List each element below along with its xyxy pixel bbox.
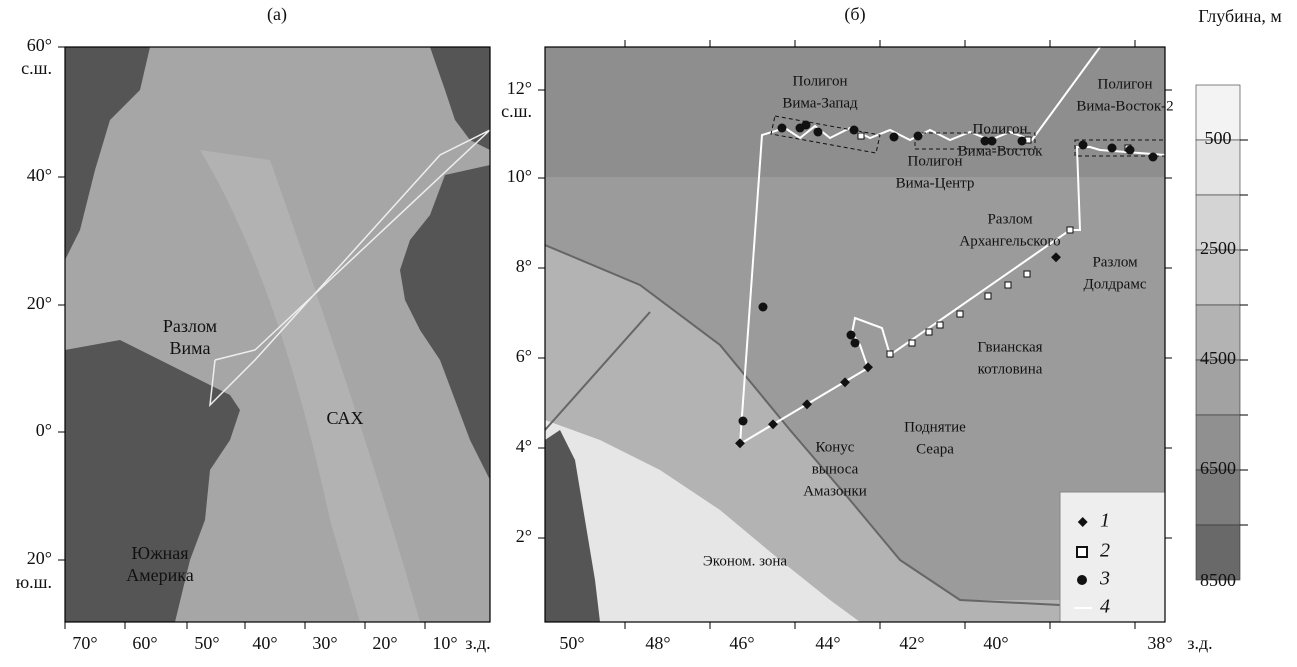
lon-label: 70° [72, 633, 97, 653]
lon-label: 50° [194, 633, 219, 653]
colorbar-title: Глубина, м [1198, 6, 1282, 26]
place-label: Полигон [973, 121, 1028, 137]
colorbar-label: 6500 [1200, 458, 1236, 478]
place-label: Поднятие [904, 419, 966, 435]
colorbar-band [1196, 360, 1240, 415]
lon-label: 30° [312, 633, 337, 653]
lon-label: 10° [432, 633, 457, 653]
place-label: Полигон [1098, 76, 1153, 92]
lat-label: 10° [507, 166, 532, 186]
place-label: Разлом [1092, 254, 1138, 270]
lat-label: 0° [36, 420, 52, 440]
place-label: Вима-Центр [896, 175, 975, 191]
lat-label: 8° [516, 256, 532, 276]
lon-unit: з.д. [465, 633, 490, 653]
lat-label: 40° [27, 165, 52, 185]
panel-label: (а) [267, 4, 287, 25]
place-label: Гвианская [977, 339, 1042, 355]
place-label: Южная [131, 543, 188, 563]
lat-label: 4° [516, 436, 532, 456]
lat-hemi: с.ш. [21, 58, 52, 78]
panel-label: (б) [844, 4, 865, 25]
map-b [545, 47, 1165, 622]
map-a [65, 47, 490, 622]
lon-label: 44° [815, 633, 840, 653]
lat-label: 20° [27, 293, 52, 313]
place-label: Вима-Запад [782, 95, 858, 111]
legend-box [1060, 492, 1165, 622]
place-label: Разлом [987, 211, 1033, 227]
figure: (а) 60° 40° 20° 0° 20° с.ш. ю.ш. 70° 60° 50° 40° 30°… [0, 0, 1297, 662]
place-label: Конус [816, 439, 855, 455]
place-label: Сеара [916, 441, 954, 457]
place-label: Полигон [793, 73, 848, 89]
lon-label: 48° [645, 633, 670, 653]
colorbar-label: 500 [1205, 128, 1232, 148]
ocean-deep [545, 47, 1165, 177]
lat-label: 2° [516, 526, 532, 546]
place-label: Амазонки [803, 483, 867, 499]
colorbar-band [1196, 470, 1240, 525]
lon-label: 40° [252, 633, 277, 653]
place-label: Эконом. зона [703, 553, 788, 569]
lon-label: 46° [729, 633, 754, 653]
legend-label: 4 [1100, 596, 1110, 618]
lon-label: 42° [899, 633, 924, 653]
place-label: выноса [812, 461, 859, 477]
colorbar-label: 2500 [1200, 238, 1236, 258]
legend-symbol [1077, 575, 1087, 585]
colorbar [1196, 85, 1248, 580]
colorbar-band [1196, 250, 1240, 305]
legend-label: 2 [1100, 540, 1110, 562]
place-label: САХ [326, 408, 363, 428]
place-label: котловина [978, 361, 1043, 377]
lon-label: 50° [559, 633, 584, 653]
legend-label: 1 [1100, 510, 1110, 532]
lat-label: 12° [507, 78, 532, 98]
colorbar-label: 4500 [1200, 348, 1236, 368]
lon-label: 38° [1147, 633, 1172, 653]
lat-label: 20° [27, 548, 52, 568]
place-label: Вима-Восток [958, 143, 1043, 159]
lon-label: 60° [132, 633, 157, 653]
colorbar-label: 8500 [1200, 570, 1236, 590]
lon-unit: з.д. [1187, 633, 1212, 653]
lat-hemi: ю.ш. [16, 572, 52, 592]
lat-hemi: с.ш. [501, 101, 532, 121]
place-label: Вима [170, 338, 211, 358]
place-label: Америка [126, 565, 193, 585]
legend-symbol [1077, 547, 1087, 557]
legend-label: 3 [1099, 568, 1110, 590]
place-label: Вима-Восток-2 [1076, 98, 1173, 114]
place-label: Долдрамс [1084, 276, 1147, 292]
place-label: Полигон [908, 153, 963, 169]
colorbar-band [1196, 140, 1240, 195]
lat-label: 60° [27, 35, 52, 55]
lon-label: 40° [983, 633, 1008, 653]
place-label: Архангельского [959, 233, 1060, 249]
place-label: Разлом [163, 316, 217, 336]
lon-label: 20° [372, 633, 397, 653]
lat-label: 6° [516, 346, 532, 366]
